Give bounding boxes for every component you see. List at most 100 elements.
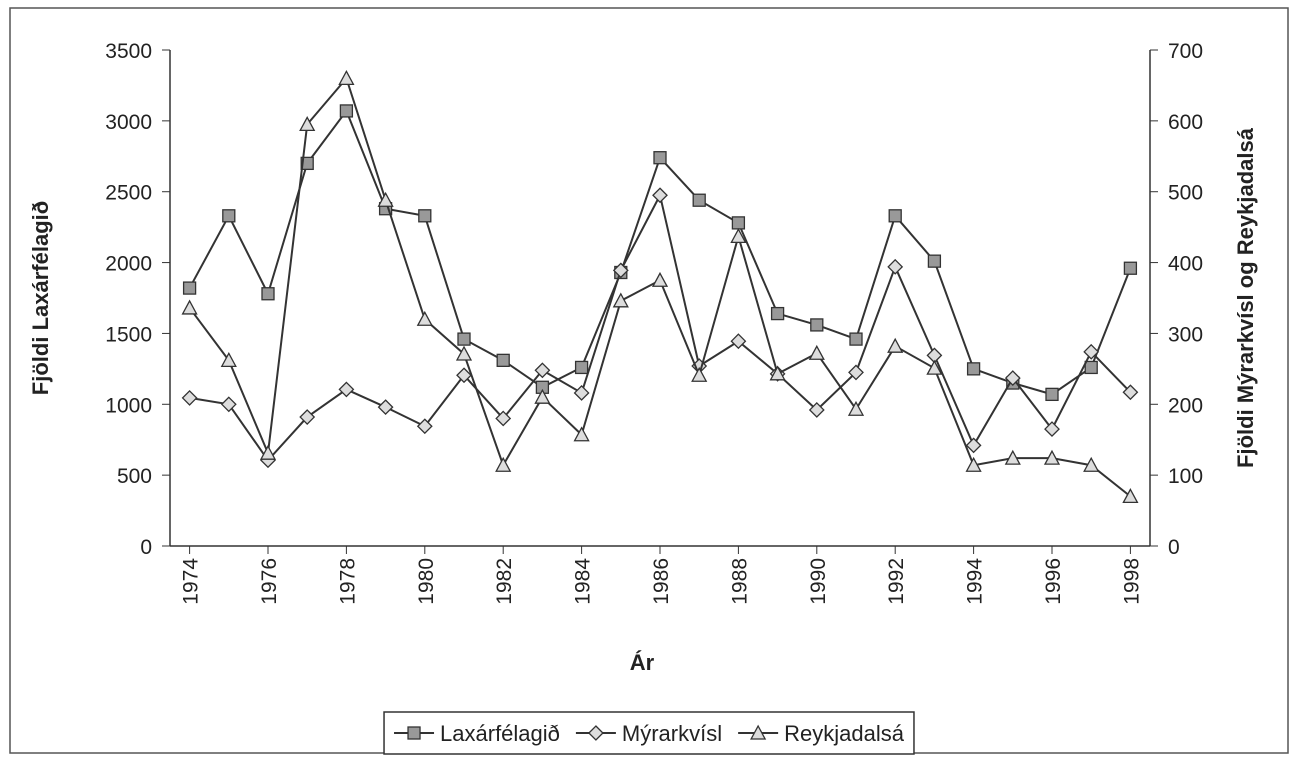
marker [750,724,767,740]
marker [418,209,432,223]
marker [220,351,237,368]
marker [1044,421,1060,438]
y2-tick-label: 400 [1168,253,1203,276]
marker [1045,387,1059,402]
x-tick-label: 1998 [1120,558,1143,605]
marker [612,292,629,308]
marker [731,216,746,230]
marker [416,310,433,326]
marker [299,409,316,425]
x-tick-label: 1974 [180,558,203,605]
marker [259,444,277,460]
marker [808,402,825,418]
legend-label: Reykjadalsá [784,721,905,746]
marker [810,318,824,332]
marker [965,456,982,472]
x-tick-label: 1978 [336,558,359,605]
marker [222,209,236,223]
y-axis-title: Fjöldi Laxárfélagið [28,201,53,395]
marker [182,281,197,295]
x-tick-label: 1976 [258,558,281,605]
marker [612,262,629,279]
legend-box [383,711,915,755]
x-tick-label: 1992 [885,558,908,605]
marker [888,209,902,223]
y2-tick-label: 200 [1168,394,1203,417]
marker [730,333,747,350]
marker [299,116,316,132]
x-tick-label: 1982 [493,558,516,605]
y2-tick-label: 700 [1168,40,1203,63]
marker [416,418,433,435]
marker [495,456,512,472]
x-tick-label: 1994 [964,558,987,605]
y2-tick-label: 600 [1168,111,1203,134]
x-tick-label: 1980 [415,558,438,605]
marker [495,410,512,427]
legend: Laxárfélagið Mýrarkvísl Reykjadalsá [383,711,915,755]
y2-tick-label: 300 [1168,323,1203,346]
marker [338,69,355,85]
marker [261,287,275,301]
marker [407,726,421,740]
marker [377,399,394,416]
marker [377,191,394,207]
y-tick-label: 500 [117,465,152,488]
marker [339,104,354,118]
marker [1122,488,1139,504]
marker [1123,261,1138,275]
marker [965,437,982,454]
marker [181,389,198,406]
marker [1043,449,1061,465]
marker [1083,343,1100,360]
marker [1083,456,1100,472]
marker [730,227,747,244]
x-tick-label: 1996 [1042,558,1065,605]
marker [1122,384,1139,401]
x-tick-label: 1984 [572,558,595,605]
legend-label: Mýrarkvísl [622,721,722,746]
marker [847,400,865,416]
marker [692,193,706,207]
marker [926,359,943,375]
y2-tick-label: 500 [1168,182,1203,205]
marker [887,258,904,275]
marker [966,362,981,376]
marker [849,332,863,346]
marker [1004,449,1021,465]
marker [496,353,510,368]
y-tick-label: 0 [140,536,152,559]
y2-axis-title: Fjöldi Mýrarkvísl og Reykjadalsá [1233,127,1258,468]
y-tick-label: 2000 [105,253,152,276]
marker [887,337,904,353]
y2-tick-label: 100 [1168,465,1203,488]
marker [455,345,473,361]
y-tick-label: 1500 [105,323,152,346]
legend-label: Laxárfélagið [440,721,560,746]
marker [653,151,667,165]
marker [574,360,589,375]
marker [534,388,551,404]
marker [808,344,825,360]
marker [456,367,472,384]
y2-tick-label: 0 [1168,536,1180,559]
y-tick-label: 3000 [105,111,152,134]
marker [1084,360,1098,375]
marker [691,366,708,382]
y-tick-label: 1000 [105,394,152,417]
marker [652,187,668,204]
series-line [189,192,1132,462]
marker [1004,370,1021,386]
x-tick-label: 1986 [650,558,673,605]
marker [848,364,864,381]
marker [573,385,590,401]
marker [181,299,198,315]
marker [573,426,590,442]
y-tick-label: 2500 [105,182,152,205]
x-axis-title: Ár [630,650,655,675]
marker [769,365,786,381]
marker [534,362,551,379]
marker [770,306,785,321]
x-tick-label: 1988 [728,558,751,605]
